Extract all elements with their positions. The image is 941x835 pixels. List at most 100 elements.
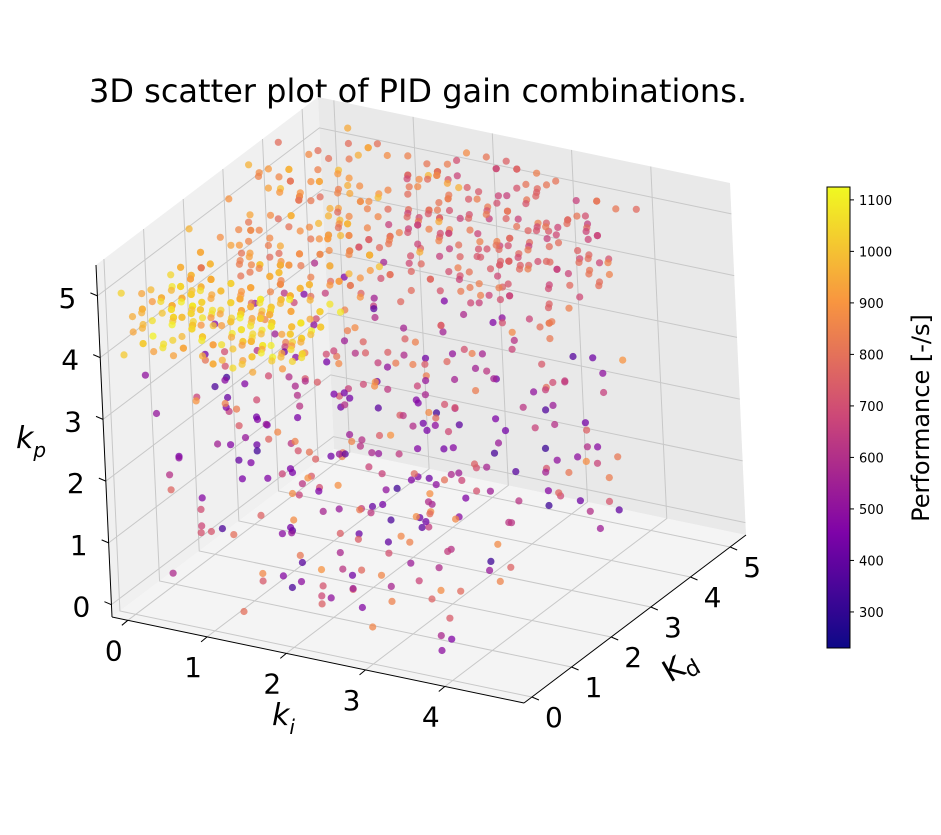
data-point	[252, 413, 261, 421]
data-point	[157, 297, 165, 306]
data-point	[209, 322, 217, 330]
data-point	[415, 175, 423, 183]
data-point	[245, 161, 253, 169]
data-point	[325, 154, 333, 163]
data-point	[367, 509, 375, 517]
data-point	[257, 511, 265, 519]
data-point	[246, 268, 254, 276]
data-point	[377, 274, 385, 282]
data-point	[432, 414, 440, 422]
data-point	[315, 487, 323, 495]
data-point	[378, 470, 386, 478]
data-point	[423, 426, 431, 434]
data-point	[466, 226, 474, 234]
data-point	[411, 338, 419, 346]
data-point	[425, 474, 433, 482]
data-point	[326, 300, 334, 308]
data-point	[235, 260, 243, 268]
ki-tick-mark	[438, 686, 446, 692]
data-point	[221, 348, 229, 356]
data-point	[319, 582, 327, 590]
data-point	[595, 282, 603, 290]
data-point	[167, 305, 175, 313]
data-point	[286, 465, 295, 473]
data-point	[593, 197, 601, 205]
data-point	[198, 522, 206, 530]
data-point	[247, 284, 255, 292]
data-point	[541, 386, 550, 394]
data-point	[380, 258, 388, 266]
data-point	[478, 350, 486, 358]
data-point	[508, 328, 516, 336]
data-point	[236, 295, 244, 303]
data-point	[340, 389, 348, 397]
data-point	[295, 196, 303, 204]
grid-line-kp	[111, 436, 746, 606]
data-point	[227, 299, 235, 307]
data-point	[259, 569, 267, 578]
colorbar-tick-label: 1100	[859, 194, 892, 209]
data-point	[227, 318, 235, 326]
data-point	[525, 315, 534, 323]
data-point	[463, 183, 471, 192]
data-point	[375, 244, 384, 252]
data-point	[356, 506, 364, 514]
ki-tick-mark	[200, 636, 208, 643]
data-point	[307, 273, 315, 281]
data-point	[522, 180, 530, 188]
data-point	[400, 324, 408, 332]
data-point	[564, 270, 573, 278]
data-point	[489, 318, 497, 327]
data-point	[276, 261, 284, 269]
data-point	[619, 356, 627, 364]
data-point	[502, 215, 510, 223]
data-point	[477, 291, 485, 299]
kp-tick-mark	[93, 354, 101, 359]
data-point	[267, 322, 275, 330]
kp-tick-label: 1	[70, 529, 88, 562]
data-point	[253, 441, 261, 449]
data-point	[207, 294, 215, 303]
data-point	[363, 205, 371, 213]
kp-tick-label: 2	[67, 467, 85, 500]
data-point	[315, 235, 323, 243]
data-point	[465, 268, 473, 276]
data-point	[544, 285, 553, 293]
data-point	[576, 293, 584, 301]
data-point	[349, 584, 357, 593]
data-point	[346, 431, 354, 439]
data-point	[452, 515, 460, 523]
data-point	[327, 594, 335, 602]
data-point	[177, 298, 185, 306]
ki-tick-label: 3	[343, 684, 361, 717]
data-point	[453, 172, 461, 180]
data-point	[374, 404, 382, 412]
data-point	[467, 299, 475, 307]
data-point	[393, 484, 401, 492]
data-point	[581, 419, 590, 427]
data-point	[345, 155, 353, 163]
data-point	[417, 260, 425, 268]
data-point	[238, 341, 246, 349]
data-point	[431, 421, 439, 429]
data-point	[237, 326, 245, 334]
data-point	[514, 215, 522, 223]
colorbar-tick-label: 900	[859, 297, 884, 312]
data-point	[496, 296, 504, 304]
data-point	[385, 240, 393, 248]
data-point	[358, 436, 366, 444]
data-point	[198, 494, 206, 502]
data-point	[400, 351, 408, 359]
data-point	[326, 262, 334, 270]
ki-tick-label: 2	[263, 667, 281, 700]
data-point	[196, 248, 205, 256]
data-point	[235, 241, 243, 249]
data-point	[503, 207, 512, 215]
data-point	[541, 444, 550, 452]
data-point	[374, 359, 382, 367]
data-point	[581, 212, 590, 220]
data-point	[355, 530, 363, 538]
data-point	[207, 527, 215, 536]
data-point	[462, 149, 471, 157]
data-point	[297, 578, 306, 586]
